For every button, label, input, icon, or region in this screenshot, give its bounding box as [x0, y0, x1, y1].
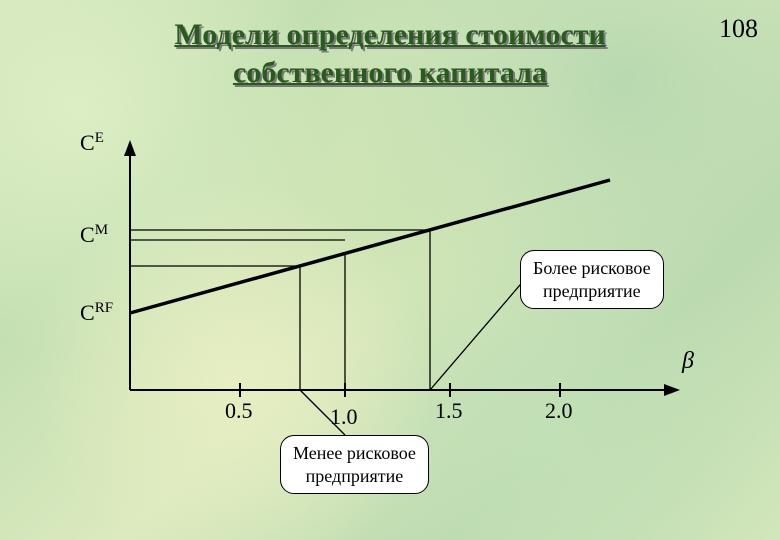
callout-less-risk-l1: Менее рисковое: [293, 443, 416, 463]
callout-more-risk-l1: Более рисковое: [533, 258, 651, 278]
ticklabel-2-0: 2.0: [545, 398, 573, 424]
label-ce: CE: [80, 130, 95, 156]
callout-less-risk-l2: предприятие: [306, 466, 404, 486]
label-cm: CM: [80, 222, 95, 248]
label-crf: CRF: [80, 300, 95, 326]
x-axis-arrow: [664, 384, 680, 396]
ticklabel-1-5: 1.5: [435, 398, 463, 424]
ticklabel-0-5: 0.5: [225, 398, 253, 424]
callout-less-risk: Менее рисковое предприятие: [280, 435, 429, 494]
y-axis-arrow: [124, 140, 136, 156]
ticklabel-1-0: 1.0: [330, 404, 358, 430]
label-beta: β: [682, 348, 694, 375]
callout-more-risk-l2: предприятие: [543, 281, 641, 301]
callout-more-risk: Более рисковое предприятие: [520, 250, 664, 309]
